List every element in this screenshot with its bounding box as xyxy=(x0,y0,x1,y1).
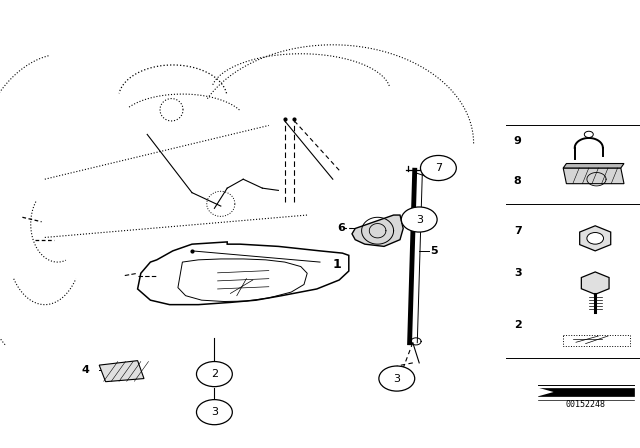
Polygon shape xyxy=(538,388,554,396)
Polygon shape xyxy=(352,215,403,246)
Polygon shape xyxy=(580,226,611,251)
Text: 3: 3 xyxy=(514,268,522,278)
Circle shape xyxy=(379,366,415,391)
Text: 9: 9 xyxy=(514,136,522,146)
Text: 00152248: 00152248 xyxy=(566,400,605,409)
Text: 3: 3 xyxy=(394,374,400,383)
Circle shape xyxy=(196,400,232,425)
Circle shape xyxy=(196,362,232,387)
Text: 2: 2 xyxy=(211,369,218,379)
Polygon shape xyxy=(538,388,634,396)
Polygon shape xyxy=(563,168,624,184)
Text: 4: 4 xyxy=(82,365,90,375)
Polygon shape xyxy=(99,361,144,382)
Text: 5: 5 xyxy=(430,246,438,256)
Text: 8: 8 xyxy=(514,177,522,186)
Text: 3: 3 xyxy=(416,215,422,224)
Circle shape xyxy=(420,155,456,181)
Text: 1: 1 xyxy=(333,258,342,271)
Circle shape xyxy=(587,233,604,244)
Text: 2: 2 xyxy=(514,320,522,330)
Polygon shape xyxy=(563,164,624,168)
Text: 3: 3 xyxy=(211,407,218,417)
Polygon shape xyxy=(581,272,609,294)
Text: 7: 7 xyxy=(435,163,442,173)
Circle shape xyxy=(401,207,437,232)
Text: 7: 7 xyxy=(514,226,522,236)
Text: 6: 6 xyxy=(338,224,346,233)
